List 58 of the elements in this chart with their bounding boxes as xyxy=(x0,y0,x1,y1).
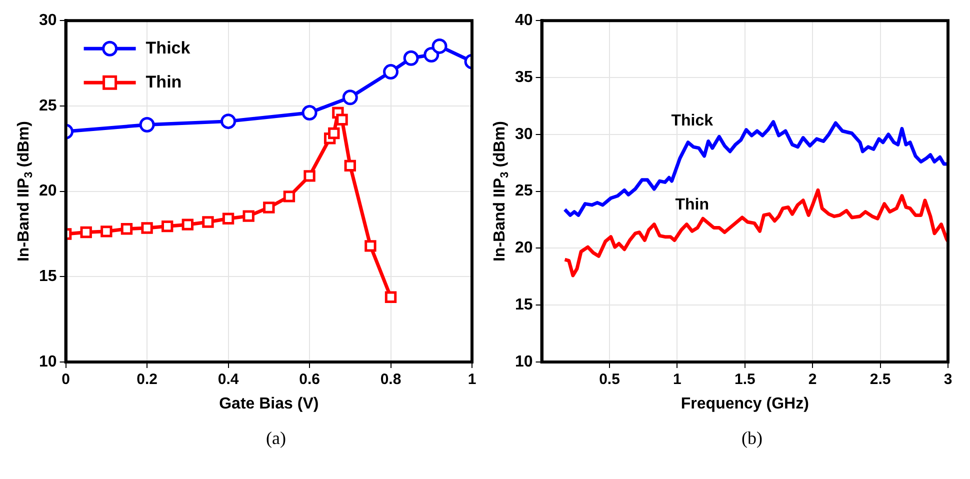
point xyxy=(344,160,356,172)
x-tick-label: 0.2 xyxy=(136,371,158,388)
y-tick-label: 35 xyxy=(515,68,533,86)
point xyxy=(222,212,234,224)
point xyxy=(384,291,397,303)
point xyxy=(139,116,155,132)
point xyxy=(220,114,236,130)
point xyxy=(202,216,214,228)
x-axis-title: Frequency (GHz) xyxy=(680,395,809,412)
point xyxy=(383,64,399,80)
point xyxy=(263,202,275,214)
point xyxy=(336,114,348,126)
x-tick-label: 0 xyxy=(62,371,70,388)
y-tick-label: 10 xyxy=(515,353,533,370)
text: (a) xyxy=(265,428,287,449)
point xyxy=(283,190,296,202)
x-tick-label: 0.5 xyxy=(599,371,620,388)
point xyxy=(403,50,419,66)
point xyxy=(242,210,254,222)
y-tick-label: 15 xyxy=(39,268,57,286)
y-tick-label: 10 xyxy=(39,353,57,370)
y-axis-title: In-Band IIP3 (dBm) xyxy=(15,121,35,262)
point xyxy=(342,90,358,106)
y-tick-label: 25 xyxy=(515,182,533,200)
y-tick-label: 25 xyxy=(39,97,57,114)
series-label: Thin xyxy=(675,196,709,214)
x-tick-label: 2.5 xyxy=(870,371,891,388)
y-tick-label: 30 xyxy=(515,126,533,143)
point xyxy=(182,218,194,230)
point xyxy=(162,220,174,232)
x-tick-label: 1 xyxy=(468,371,476,388)
x-tick-label: 1.5 xyxy=(734,371,756,388)
x-tick-label: 3 xyxy=(944,371,952,388)
point xyxy=(80,226,92,238)
y-tick-label: 20 xyxy=(515,240,533,257)
y-tick-label: 30 xyxy=(39,12,57,30)
point xyxy=(304,170,316,182)
x-tick-label: 0.6 xyxy=(299,371,320,388)
x-tick-label: 1 xyxy=(673,371,682,388)
y-axis-title: In-Band IIP3 (dBm) xyxy=(491,121,511,262)
point xyxy=(141,222,153,234)
x-tick-label: 2 xyxy=(808,371,817,388)
point xyxy=(302,105,318,121)
y-tick-label: 15 xyxy=(515,296,533,314)
x-tick-label: 0.4 xyxy=(218,371,240,388)
point xyxy=(100,226,112,238)
point xyxy=(364,240,376,252)
x-tick-label: 0.8 xyxy=(380,371,402,388)
legend-label: Thin xyxy=(146,72,182,92)
y-tick-label: 40 xyxy=(515,12,533,30)
point xyxy=(328,127,340,140)
legend-label: Thick xyxy=(146,38,191,58)
text: (b) xyxy=(740,428,764,449)
y-tick-label: 20 xyxy=(39,182,57,200)
point xyxy=(120,223,133,235)
point xyxy=(432,38,448,54)
x-axis-title: Gate Bias (V) xyxy=(219,395,319,412)
series-label: Thick xyxy=(671,112,714,130)
